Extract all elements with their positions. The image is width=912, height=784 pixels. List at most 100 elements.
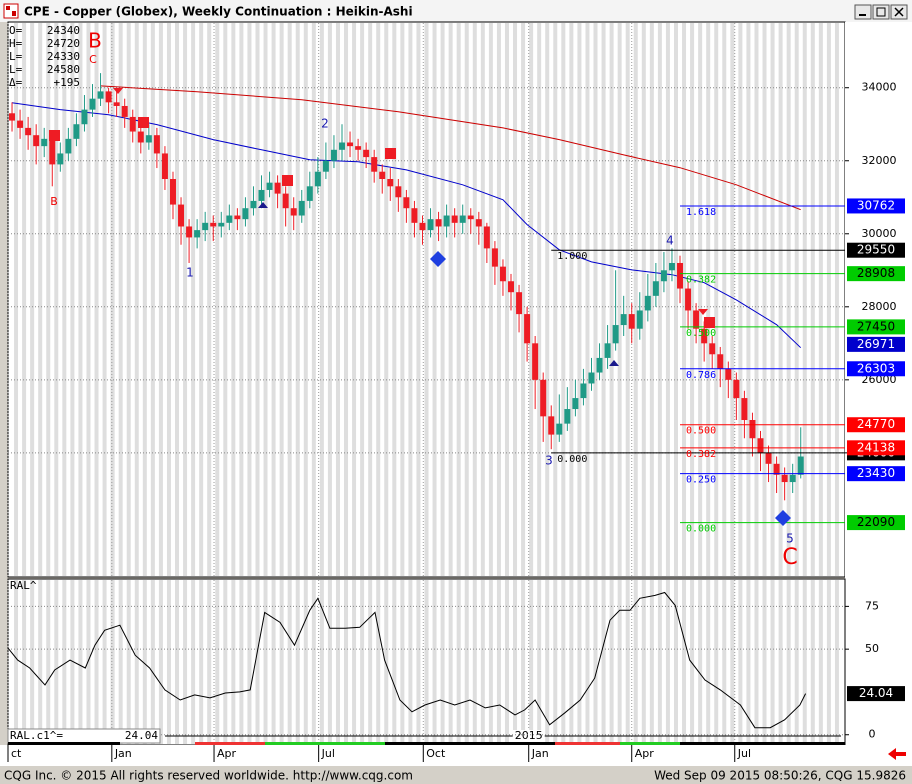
week-band xyxy=(456,23,461,576)
axis-value-box xyxy=(847,336,905,352)
candle-body xyxy=(41,138,48,147)
week-band xyxy=(263,580,268,744)
week-band xyxy=(488,23,493,576)
candle-body xyxy=(274,182,281,194)
week-band xyxy=(191,580,196,744)
value-axis-panel xyxy=(845,22,912,745)
minimize-button[interactable] xyxy=(854,4,872,20)
week-band xyxy=(649,23,654,576)
signal-markers xyxy=(49,88,791,526)
week-band xyxy=(698,23,703,576)
week-band xyxy=(834,580,839,744)
week-band xyxy=(529,23,534,576)
week-band xyxy=(94,580,99,744)
wave-label: 5 xyxy=(786,532,794,546)
week-band xyxy=(714,580,719,744)
candle-body xyxy=(194,230,201,238)
week-band xyxy=(14,580,19,744)
maximize-glyph xyxy=(876,7,886,17)
candle-body xyxy=(620,314,627,326)
signal-diamond xyxy=(775,510,791,526)
candle-body xyxy=(419,222,426,231)
candle-body xyxy=(234,215,241,220)
week-band xyxy=(239,580,244,744)
candle-body xyxy=(347,142,354,147)
week-band xyxy=(223,23,228,576)
axis-value-label: 22090 xyxy=(857,515,895,529)
week-band xyxy=(633,580,638,744)
candle-body xyxy=(677,262,684,289)
wave-label: C xyxy=(782,545,797,570)
scroll-arrow[interactable] xyxy=(888,748,906,760)
readout-value: 24720 xyxy=(47,37,80,50)
week-band xyxy=(110,23,115,576)
week-band xyxy=(215,580,220,744)
indicator-legend: RAL.c1^= xyxy=(10,729,63,742)
week-band xyxy=(754,580,759,744)
week-band xyxy=(400,580,405,744)
week-band xyxy=(537,23,542,576)
week-band xyxy=(22,580,27,744)
week-band xyxy=(126,23,131,576)
week-band xyxy=(311,580,316,744)
signal-square xyxy=(138,117,149,128)
wave-label: 3 xyxy=(545,454,553,468)
week-band xyxy=(376,23,381,576)
week-band xyxy=(488,580,493,744)
week-band xyxy=(561,580,566,744)
readout-label: H= xyxy=(9,37,23,50)
candle-body xyxy=(443,215,450,227)
candle-body xyxy=(781,474,788,483)
week-band xyxy=(22,23,27,576)
maximize-button[interactable] xyxy=(872,4,890,20)
candle-body xyxy=(540,379,547,417)
week-band xyxy=(722,23,727,576)
readout-value: 24580 xyxy=(47,63,80,76)
candle-body xyxy=(588,372,595,384)
axis-value-box xyxy=(847,686,905,702)
candle-body xyxy=(644,295,651,311)
week-band xyxy=(625,23,630,576)
week-band xyxy=(327,580,332,744)
week-band xyxy=(46,580,51,744)
week-band xyxy=(86,23,91,576)
week-band xyxy=(521,23,526,576)
week-band xyxy=(384,580,389,744)
wave-label: 1 xyxy=(186,266,194,280)
week-band xyxy=(834,23,839,576)
week-band xyxy=(54,580,59,744)
week-band xyxy=(368,580,373,744)
candle-body xyxy=(596,357,603,373)
week-band xyxy=(271,23,276,576)
week-band xyxy=(794,580,799,744)
candle-body xyxy=(250,200,257,209)
week-band xyxy=(464,580,469,744)
week-band xyxy=(368,23,373,576)
candle-body xyxy=(355,146,362,150)
week-band xyxy=(746,23,751,576)
week-band xyxy=(448,23,453,576)
candle-body xyxy=(81,109,88,125)
axis-value-box xyxy=(847,361,905,377)
candle-body xyxy=(137,131,144,143)
week-band xyxy=(271,580,276,744)
readout-label: L= xyxy=(9,63,23,76)
wave-labels: B C B 1 2 3 4 5 C xyxy=(50,29,797,571)
signal-square xyxy=(385,148,396,159)
time-axis-strip xyxy=(0,745,912,766)
x-tick-label: Oct xyxy=(426,747,446,760)
candle-body xyxy=(113,102,120,106)
week-band xyxy=(142,23,147,576)
moving-average xyxy=(11,102,802,349)
candle-body xyxy=(701,328,708,344)
candle-body xyxy=(306,186,313,201)
week-band xyxy=(424,23,429,576)
week-band xyxy=(102,580,107,744)
axis-value-box xyxy=(847,198,905,214)
week-band xyxy=(770,580,775,744)
week-band xyxy=(585,580,590,744)
candle-body xyxy=(725,368,732,380)
week-band xyxy=(673,580,678,744)
indicator-title: RAL^ xyxy=(10,579,37,592)
